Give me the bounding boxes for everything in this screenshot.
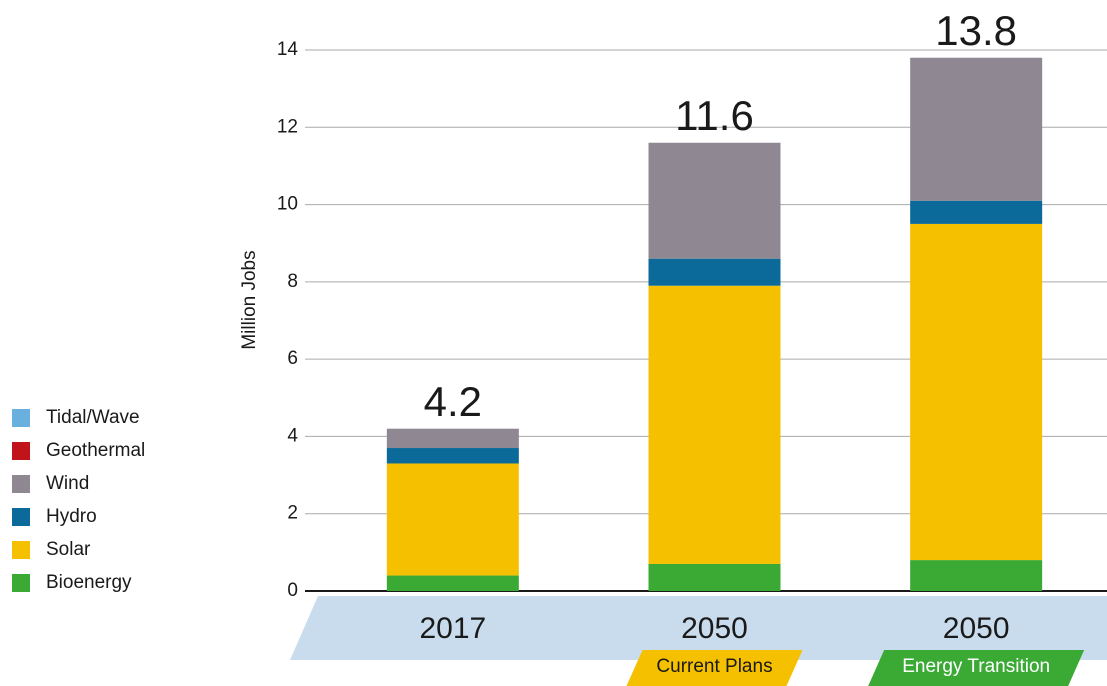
legend-swatch (12, 508, 30, 526)
y-tick-label: 8 (287, 271, 298, 292)
bar-segment (910, 200, 1043, 224)
bar-segment (648, 563, 781, 591)
legend-swatch (12, 475, 30, 493)
bar-segment (910, 57, 1043, 201)
x-tick-label: 2017 (419, 612, 486, 645)
subcategory-label: Energy Transition (902, 656, 1050, 677)
legend-swatch (12, 541, 30, 559)
total-label: 4.2 (424, 378, 482, 425)
legend-swatch (12, 442, 30, 460)
legend-label: Tidal/Wave (46, 407, 140, 428)
y-tick-label: 6 (287, 348, 298, 369)
bar-segment (386, 448, 519, 464)
bar-segment (386, 428, 519, 449)
subcategory-label: Current Plans (656, 656, 772, 677)
category-band (290, 596, 1107, 660)
legend-label: Hydro (46, 506, 97, 527)
x-tick-label: 2050 (681, 612, 748, 645)
legend-label: Bioenergy (46, 572, 132, 593)
y-tick-label: 0 (287, 580, 298, 601)
subcategory-tag (626, 650, 803, 686)
bar-segment (386, 463, 519, 576)
legend-label: Geothermal (46, 440, 145, 461)
y-axis-label: Million Jobs (239, 250, 260, 349)
y-tick-label: 14 (277, 39, 299, 60)
subcategory-tag (868, 650, 1085, 686)
legend-label: Wind (46, 473, 89, 494)
bar-segment (648, 285, 781, 564)
bar-segment (910, 560, 1043, 591)
bar-segment (910, 223, 1043, 561)
bar-segment (648, 142, 781, 259)
y-tick-label: 12 (277, 116, 298, 137)
total-label: 13.8 (935, 7, 1017, 54)
bar-segment (648, 258, 781, 286)
legend-swatch (12, 409, 30, 427)
y-tick-label: 10 (277, 194, 298, 215)
legend-label: Solar (46, 539, 91, 560)
y-tick-label: 4 (287, 425, 298, 446)
legend-swatch (12, 574, 30, 592)
bar-segment (386, 575, 519, 591)
total-label: 11.6 (675, 92, 754, 139)
x-tick-label: 2050 (943, 612, 1010, 645)
y-tick-label: 2 (287, 503, 298, 524)
